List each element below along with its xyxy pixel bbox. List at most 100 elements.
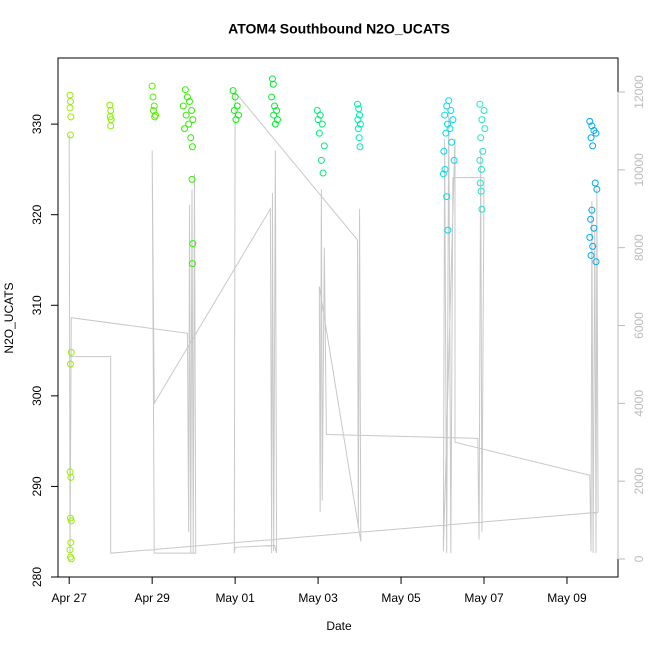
data-point	[271, 102, 279, 110]
x-tick-label: May 05	[381, 591, 421, 605]
data-point	[273, 116, 281, 124]
data-point	[450, 156, 458, 164]
x-tick-label: May 09	[547, 591, 587, 605]
data-point	[479, 147, 487, 155]
data-point	[230, 107, 238, 115]
data-point	[66, 131, 74, 139]
data-point	[481, 125, 489, 133]
data-point	[589, 242, 597, 250]
data-point	[586, 117, 594, 125]
data-point	[315, 129, 323, 137]
data-point	[478, 205, 486, 213]
data-point	[592, 258, 600, 266]
x-tick-label: Apr 29	[134, 591, 170, 605]
x-tick-label: May 03	[298, 591, 338, 605]
data-point	[316, 111, 324, 119]
data-point	[480, 107, 488, 115]
y2-tick-label: 10000	[632, 153, 646, 187]
data-point	[66, 104, 74, 112]
data-point	[448, 138, 456, 146]
data-point	[67, 539, 75, 547]
data-point	[320, 142, 328, 150]
data-point	[188, 175, 196, 183]
data-point	[444, 226, 452, 234]
data-point	[478, 165, 486, 173]
y-tick-label: 330	[30, 114, 44, 134]
data-point	[268, 93, 276, 101]
data-point	[232, 116, 240, 124]
data-point	[440, 147, 448, 155]
data-point	[317, 156, 325, 164]
data-point	[588, 122, 596, 130]
data-point	[356, 120, 364, 128]
data-point	[589, 142, 597, 150]
data-point	[188, 143, 196, 151]
data-point	[441, 165, 449, 173]
y2-tick-label: 2000	[632, 467, 646, 494]
data-point	[181, 86, 189, 94]
data-point	[185, 120, 193, 128]
altitude-line	[68, 90, 599, 554]
data-point	[187, 134, 195, 142]
data-point	[181, 125, 189, 133]
data-point	[441, 111, 449, 119]
data-point	[231, 93, 239, 101]
data-point	[271, 120, 279, 128]
data-point	[183, 93, 191, 101]
x-tick-label: May 01	[215, 591, 255, 605]
data-point	[179, 102, 187, 110]
data-point	[355, 134, 363, 142]
data-point	[447, 107, 455, 115]
data-point	[443, 193, 451, 201]
data-point	[151, 113, 159, 121]
data-point	[478, 116, 486, 124]
data-point	[319, 169, 327, 177]
x-tick-label: May 07	[464, 591, 504, 605]
y-tick-label: 300	[30, 386, 44, 406]
data-point	[67, 473, 75, 481]
data-point	[67, 348, 75, 356]
data-point	[269, 80, 277, 88]
data-point	[314, 116, 322, 124]
data-point	[66, 546, 74, 554]
data-point	[476, 100, 484, 108]
data-point	[188, 107, 196, 115]
data-point	[587, 215, 595, 223]
data-point	[356, 111, 364, 119]
y-tick-label: 310	[30, 295, 44, 315]
data-point	[443, 102, 451, 110]
data-point	[588, 206, 596, 214]
data-point	[476, 156, 484, 164]
y-axis-title: N2O_UCATS	[2, 282, 16, 353]
data-point	[476, 179, 484, 187]
data-point	[67, 517, 75, 525]
data-point	[593, 185, 601, 193]
x-axis-title: Date	[326, 619, 352, 633]
data-point	[66, 360, 74, 368]
y-tick-label: 290	[30, 476, 44, 496]
y2-tick-label: 12000	[632, 75, 646, 109]
data-point	[354, 125, 362, 133]
data-point	[353, 100, 361, 108]
y-tick-label: 280	[30, 567, 44, 587]
chart-title: ATOM4 Southbound N2O_UCATS	[228, 21, 450, 37]
data-point	[67, 555, 75, 563]
data-point	[318, 120, 326, 128]
data-point	[66, 91, 74, 99]
plot-frame	[57, 57, 619, 578]
data-point	[148, 82, 156, 90]
data-point	[229, 87, 237, 95]
data-point	[150, 102, 158, 110]
x-tick-label: Apr 27	[52, 591, 88, 605]
data-point	[592, 129, 600, 137]
data-point	[270, 111, 278, 119]
data-point	[439, 170, 447, 178]
data-point	[66, 97, 74, 105]
data-point	[149, 107, 157, 115]
data-point	[446, 125, 454, 133]
data-point	[149, 93, 157, 101]
data-point	[189, 240, 197, 248]
data-point	[449, 116, 457, 124]
